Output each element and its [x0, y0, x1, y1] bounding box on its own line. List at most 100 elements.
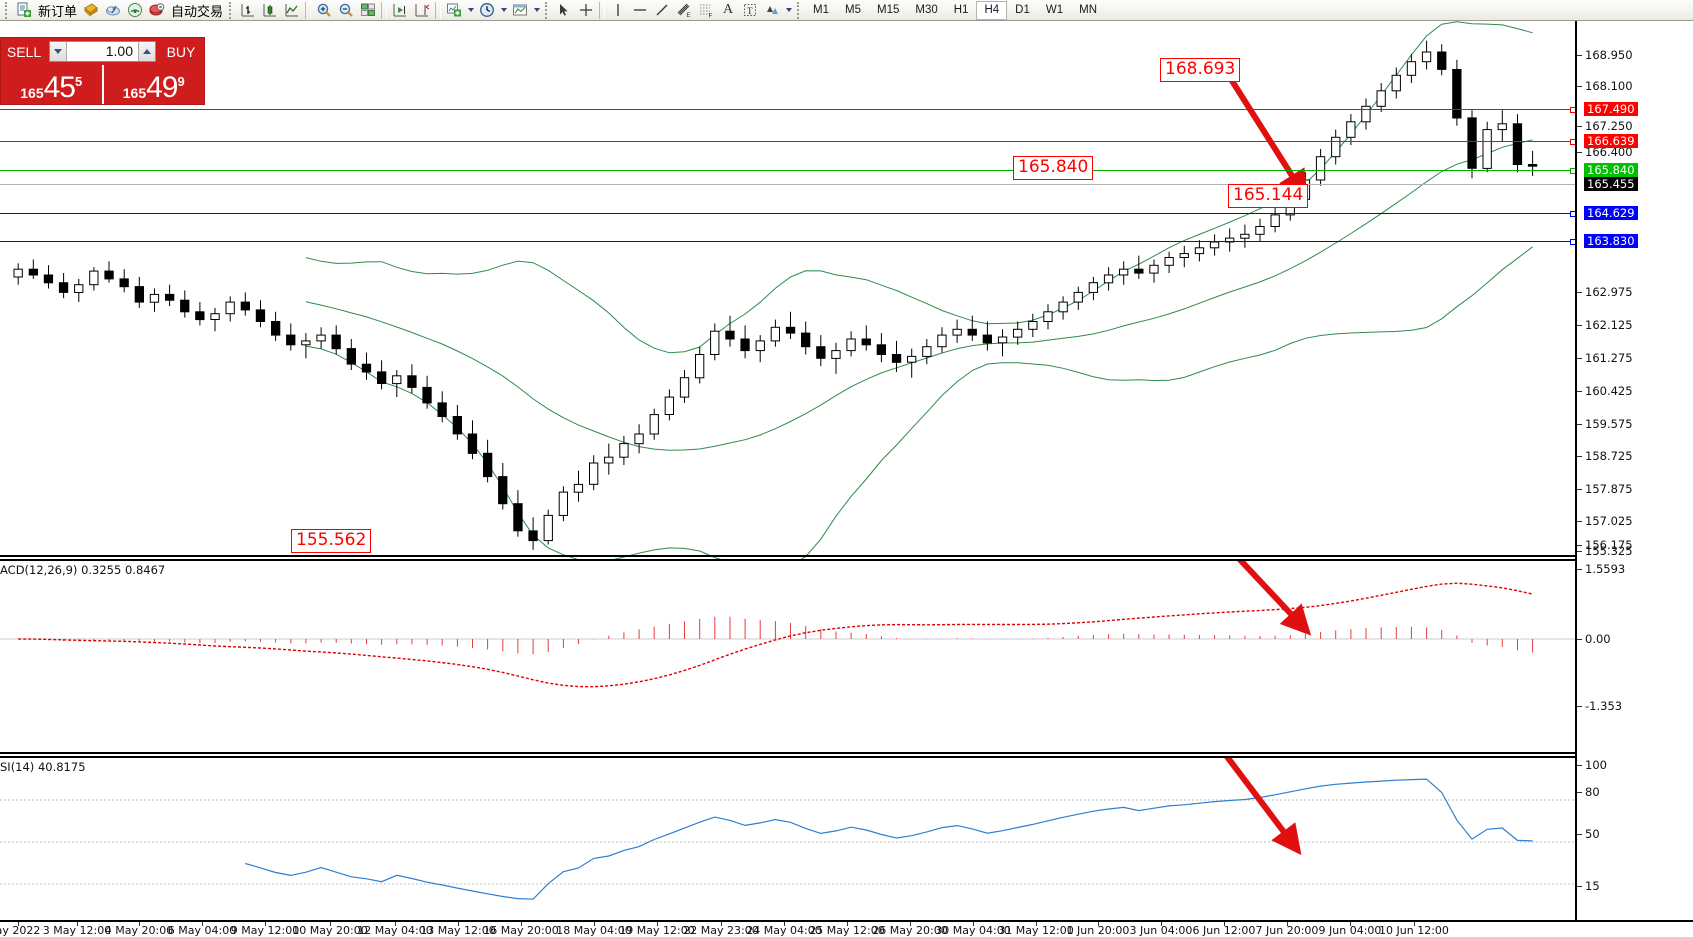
level-line-167490[interactable]	[0, 107, 1576, 113]
rsi-pane[interactable]: SI(14) 40.8175	[0, 758, 1575, 920]
cursor-icon[interactable]	[553, 1, 575, 20]
level-line-165840[interactable]	[0, 168, 1576, 174]
templates-icon[interactable]	[509, 1, 531, 20]
toolbar-grip-2[interactable]	[229, 1, 234, 19]
macd-axis-label: 0.00	[1585, 632, 1611, 646]
timeframe-m1[interactable]: M1	[813, 3, 830, 16]
price-level-badge[interactable]: 164.629	[1584, 206, 1638, 220]
timeframe-d1[interactable]: D1	[1015, 3, 1030, 16]
annotation-swing-high[interactable]: 168.693	[1160, 58, 1241, 82]
fibonacci-icon[interactable]: F	[695, 1, 717, 20]
signals-icon[interactable]	[124, 1, 146, 20]
price-level-badge[interactable]: 165.840	[1584, 163, 1638, 177]
price-axis-label: 157.025	[1585, 514, 1633, 528]
bar-chart-icon[interactable]	[237, 1, 259, 20]
timeframe-w1[interactable]: W1	[1045, 3, 1064, 16]
timeframe-m30[interactable]: M30	[915, 3, 938, 16]
macd-label: ACD(12,26,9) 0.3255 0.8467	[0, 563, 166, 577]
text-icon[interactable]: A	[722, 2, 734, 17]
price-level-badge[interactable]: 167.490	[1584, 102, 1638, 116]
line-chart-icon[interactable]	[281, 1, 303, 20]
shapes-dropdown-arrow[interactable]	[783, 1, 794, 20]
periods-dropdown-arrow[interactable]	[498, 1, 509, 20]
level-line-164629[interactable]	[0, 211, 1576, 217]
annotation-swing-low[interactable]: 155.562	[291, 529, 372, 553]
axis-tick	[1577, 358, 1582, 359]
sell-price-display[interactable]: 165 45 5	[1, 65, 104, 104]
templates-dropdown-arrow[interactable]	[531, 1, 542, 20]
buy-button[interactable]: BUY	[166, 43, 196, 60]
annotation-165840[interactable]: 165.840	[1013, 156, 1094, 180]
price-pane[interactable]	[0, 21, 1575, 559]
time-axis-label: 16 May 20:00	[483, 924, 559, 937]
level-line-166639[interactable]	[0, 139, 1576, 145]
volume-value[interactable]: 1.00	[105, 43, 133, 59]
axis-tick	[1577, 424, 1582, 425]
time-axis-label: 26 May 20:00	[872, 924, 948, 937]
rsi-label: SI(14) 40.8175	[0, 760, 86, 774]
new-order-icon[interactable]	[13, 1, 35, 20]
toolbar-grip-3[interactable]	[545, 1, 550, 19]
vertical-line-icon[interactable]	[607, 1, 629, 20]
timeframe-h4[interactable]: H4	[976, 0, 1008, 20]
crosshair-icon[interactable]	[575, 1, 597, 20]
axis-tick	[1577, 792, 1582, 793]
shapes-icon[interactable]	[761, 1, 783, 20]
text-label-icon[interactable]: T	[739, 1, 761, 20]
time-axis[interactable]: ay 2022 3 May 12:00 4 May 20:00 6 May 04:00…	[0, 920, 1693, 937]
autotrading-label[interactable]: 自动交易	[171, 4, 224, 20]
chart-window[interactable]: GBPJPY-,H4 165.418 165.502 165.199 165.4…	[0, 21, 1693, 937]
time-axis-label: 9 Jun 04:00	[1318, 924, 1382, 937]
price-axis[interactable]: 168.950 168.100 167.250 166.400 162.975 162.1…	[1575, 21, 1693, 920]
volume-stepper[interactable]: 1.00	[49, 41, 156, 62]
axis-tick	[1577, 292, 1582, 293]
price-level-badge[interactable]: 165.455	[1584, 177, 1638, 191]
zoom-in-icon[interactable]	[313, 1, 335, 20]
timeframe-h1[interactable]: H1	[953, 3, 969, 16]
new-chart-dropdown-arrow[interactable]	[465, 1, 476, 20]
time-axis-label: 13 May 12:00	[420, 924, 496, 937]
time-axis-label: 7 Jun 20:00	[1255, 924, 1319, 937]
auto-scroll-icon[interactable]	[411, 1, 433, 20]
svg-text:F: F	[709, 14, 713, 19]
timeframe-m15[interactable]: M15	[877, 3, 900, 16]
timeframe-mn[interactable]: MN	[1079, 3, 1097, 16]
volume-increase-button[interactable]	[138, 42, 155, 61]
toolbar-grip[interactable]	[5, 1, 10, 19]
timeframe-m5[interactable]: M5	[845, 3, 861, 16]
new-chart-icon[interactable]	[443, 1, 465, 20]
equidistant-channel-icon[interactable]: E	[673, 1, 695, 20]
horizontal-line-icon[interactable]	[629, 1, 651, 20]
price-level-badge[interactable]: 166.639	[1584, 134, 1638, 148]
price-axis-label: 157.875	[1585, 482, 1633, 496]
autotrading-icon[interactable]	[146, 1, 168, 20]
new-order-label[interactable]: 新订单	[38, 4, 78, 20]
candlestick-chart-icon[interactable]	[259, 1, 281, 20]
price-axis-label: 161.275	[1585, 351, 1633, 365]
main-toolbar: 新订单 自动交易	[0, 0, 1693, 21]
toolbar-grip-4[interactable]	[797, 1, 802, 19]
level-line-163830[interactable]	[0, 239, 1576, 245]
macd-pane[interactable]: ACD(12,26,9) 0.3255 0.8467	[0, 561, 1575, 756]
sell-button[interactable]: SELL	[6, 43, 42, 60]
periods-icon[interactable]	[476, 1, 498, 20]
cloud-icon[interactable]	[102, 1, 124, 20]
zoom-out-icon[interactable]	[335, 1, 357, 20]
volume-decrease-button[interactable]	[50, 42, 67, 61]
tile-windows-icon[interactable]	[357, 1, 379, 20]
time-tick	[784, 922, 785, 926]
annotation-165144[interactable]: 165.144	[1228, 184, 1309, 208]
toolbar-separator-2	[381, 1, 388, 19]
time-axis-label: ay 2022	[0, 924, 41, 937]
axis-tick	[1577, 126, 1582, 127]
expert-advisors-icon[interactable]	[80, 1, 102, 20]
time-tick	[1287, 922, 1288, 926]
buy-price-display[interactable]: 165 49 9	[104, 65, 205, 104]
price-axis-label: 168.950	[1585, 48, 1633, 62]
time-tick	[202, 922, 203, 926]
trendline-icon[interactable]	[651, 1, 673, 20]
price-level-badge[interactable]: 163.830	[1584, 234, 1638, 248]
shift-end-icon[interactable]	[389, 1, 411, 20]
sell-price-prefix: 165	[20, 85, 44, 101]
one-click-trading-panel[interactable]: SELL 1.00 BUY 165 45 5 165 49 9	[0, 37, 205, 105]
